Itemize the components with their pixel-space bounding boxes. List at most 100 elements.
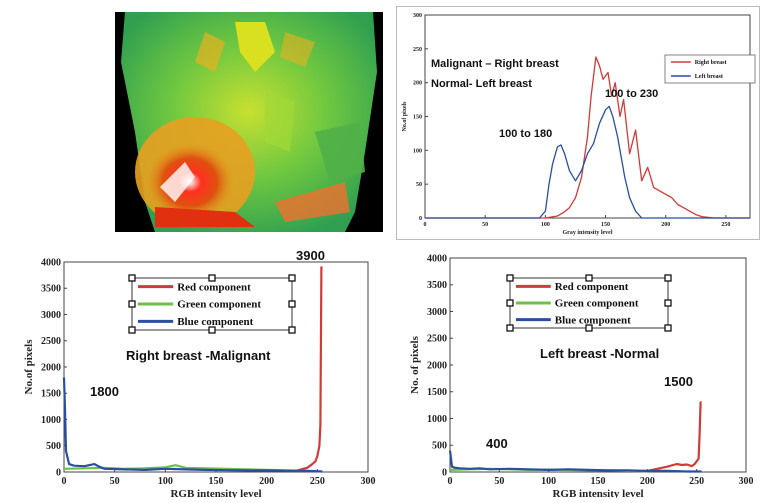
x-tick-label: 100 (158, 476, 173, 487)
y-tick-label: 4000 (427, 253, 447, 264)
y-tick-label: 1000 (41, 415, 61, 426)
y-tick-label: 0 (419, 216, 422, 222)
series-line-red-component (647, 401, 702, 472)
y-tick-label: 500 (46, 441, 61, 452)
series-line-blue-component (448, 450, 702, 473)
y-axis-label: No.of pixels (402, 101, 408, 132)
y-tick-label: 3000 (41, 310, 61, 321)
x-tick-label: 150 (601, 222, 610, 228)
x-axis-label: RGB intensity level (170, 488, 261, 498)
x-tick-label: 100 (541, 222, 550, 228)
y-tick-label: 250 (413, 47, 422, 53)
legend-handle (288, 300, 296, 308)
chart-title: Left breast -Normal (540, 346, 659, 361)
annotation-text: Malignant – Right breast (431, 58, 559, 70)
x-axis-label: Gray intensity level (563, 230, 613, 236)
y-tick-label: 4000 (41, 257, 61, 268)
x-tick-label: 200 (661, 222, 670, 228)
legend-handle (506, 299, 514, 307)
y-axis-label: No. of pixels (409, 335, 421, 393)
peak-label: 1800 (90, 384, 119, 399)
x-tick-label: 0 (62, 476, 67, 487)
legend-label: Red component (177, 281, 251, 293)
y-tick-label: 200 (413, 81, 422, 87)
legend-handle (664, 274, 672, 282)
legend-handle (208, 326, 216, 334)
legend-handle (128, 300, 136, 308)
y-tick-label: 300 (413, 13, 422, 19)
y-tick-label: 0 (442, 467, 447, 478)
x-tick-label: 300 (361, 476, 376, 487)
left-breast-rgb-svg: 0 50 100 150 200 250 3000500100015002000250030… (409, 253, 754, 500)
legend-handle (585, 274, 593, 282)
y-tick-label: 150 (413, 115, 422, 121)
legend-label: Blue component (555, 314, 631, 326)
chart-title: Right breast -Malignant (126, 348, 271, 363)
y-axis-label: No.of pixels (23, 339, 35, 395)
legend-handle (664, 324, 672, 332)
x-tick-label: 200 (640, 476, 655, 487)
y-tick-label: 3000 (427, 307, 447, 318)
right-breast-rgb-svg: 0 50 100 150 200 250 3000500100015002000250030… (23, 248, 376, 500)
x-tick-label: 50 (482, 222, 488, 228)
legend-handle (128, 274, 136, 282)
series-line-left-breast (425, 105, 750, 219)
x-axis-label: RGB intensity level (552, 488, 643, 498)
legend-handle (128, 326, 136, 334)
plot-area (424, 14, 751, 219)
series-line-blue-component (62, 377, 323, 473)
y-tick-label: 2500 (427, 334, 447, 345)
legend-label: Blue component (177, 316, 253, 328)
peak-label: 400 (486, 436, 508, 451)
x-tick-label: 0 (448, 476, 453, 487)
x-tick-label: 250 (689, 476, 704, 487)
legend-handle (664, 299, 672, 307)
y-tick-label: 100 (413, 148, 422, 154)
legend-label: Green component (177, 299, 261, 311)
y-tick-label: 0 (56, 467, 61, 478)
x-tick-label: 50 (494, 476, 504, 487)
y-tick-label: 1000 (427, 414, 447, 425)
legend-label: Red component (555, 281, 629, 293)
peak-label: 1500 (664, 374, 693, 389)
series-line-red-component (296, 266, 323, 472)
thermal-breast-image (115, 12, 383, 232)
y-tick-label: 3500 (427, 280, 447, 291)
x-tick-label: 150 (591, 476, 606, 487)
gray-histogram-chart: 0 50 100 150 200 250 0 50 100 150 200 250 300 Gray in… (396, 6, 760, 240)
y-tick-label: 1500 (427, 387, 447, 398)
x-tick-label: 250 (721, 222, 730, 228)
gray-histogram-svg: 0 50 100 150 200 250 0 50 100 150 200 250 300 Gray in… (402, 13, 756, 236)
legend-label: Left breast (695, 74, 723, 80)
x-tick-label: 250 (310, 476, 325, 487)
annotation-text: 100 to 230 (605, 88, 658, 100)
y-tick-label: 2000 (427, 360, 447, 371)
y-tick-label: 3500 (41, 284, 61, 295)
annotation-text: 100 to 180 (499, 128, 552, 140)
legend-label: Green component (555, 298, 639, 310)
legend-handle (288, 326, 296, 334)
x-tick-label: 50 (110, 476, 120, 487)
y-tick-label: 500 (432, 441, 447, 452)
legend-handle (506, 324, 514, 332)
left-breast-rgb-chart: 0 50 100 150 200 250 300 0 500 1000 1500 2000 2500 30… (394, 242, 762, 500)
y-tick-label: 2000 (41, 362, 61, 373)
right-breast-rgb-chart: 0 50 100 150 200 250 300 0 500 1000 1500 2000 2500 30… (6, 238, 390, 500)
legend-handle (208, 274, 216, 282)
x-tick-label: 150 (209, 476, 224, 487)
annotation-text: Normal- Left breast (431, 78, 532, 90)
x-tick-label: 100 (541, 476, 556, 487)
y-tick-label: 1500 (41, 389, 61, 400)
legend-handle (585, 324, 593, 332)
legend-handle (288, 274, 296, 282)
legend-label: Right breast (695, 60, 727, 66)
x-tick-label: 300 (739, 476, 754, 487)
series-line-right-breast (425, 56, 750, 219)
x-tick-label: 0 (424, 222, 427, 228)
peak-label: 3900 (296, 248, 325, 263)
y-tick-label: 2500 (41, 336, 61, 347)
legend-box (664, 54, 756, 84)
y-tick-label: 50 (416, 182, 422, 188)
legend-handle (506, 274, 514, 282)
x-tick-label: 200 (259, 476, 274, 487)
